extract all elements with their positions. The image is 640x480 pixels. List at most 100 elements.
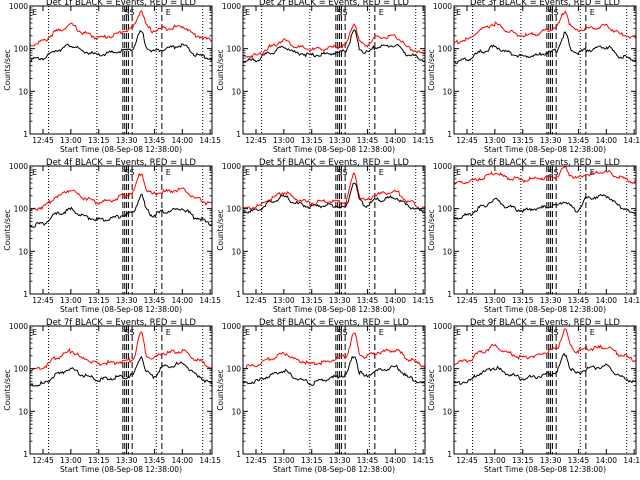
- x-tick-label: 12:45: [32, 136, 54, 145]
- events-line: [453, 352, 637, 385]
- event-annotation: SS: [124, 168, 134, 177]
- event-annotation: SS: [548, 328, 558, 337]
- x-axis-label: Start Time (08-Sep-08 12:38:00): [273, 465, 395, 474]
- x-tick-label: 12:45: [456, 136, 478, 145]
- y-tick-label: 1: [23, 450, 28, 459]
- y-tick-label: 10: [18, 87, 28, 96]
- event-annotation: E: [245, 8, 250, 17]
- plot-frame: [242, 325, 426, 455]
- lld-line: [29, 331, 213, 373]
- events-line: [29, 355, 213, 387]
- x-tick-label: 14:15: [623, 296, 640, 305]
- event-annotation: SS: [337, 328, 347, 337]
- y-axis-label: Counts/sec: [3, 49, 12, 90]
- y-tick-label: 100: [438, 205, 453, 214]
- x-tick-label: 13:15: [88, 296, 110, 305]
- x-tick-label: 13:30: [329, 456, 351, 465]
- y-tick-label: 1000: [433, 322, 452, 331]
- panel-title: Det 5f BLACK = Events, RED = LLD: [259, 158, 409, 168]
- event-annotation: E: [379, 328, 384, 337]
- x-tick-label: 13:45: [568, 456, 590, 465]
- x-tick-label: 14:00: [384, 296, 406, 305]
- x-tick-label: 13:15: [301, 136, 323, 145]
- y-tick-label: 10: [231, 247, 241, 256]
- y-tick-label: 1: [447, 290, 452, 299]
- panel-grid: Det 1f BLACK = Events, RED = LLD E SS E 1 10 1…: [3, 0, 640, 474]
- x-axis-label: Start Time (08-Sep-08 12:38:00): [484, 145, 606, 154]
- x-tick-label: 13:45: [568, 296, 590, 305]
- x-tick-label: 13:45: [357, 296, 379, 305]
- x-tick-label: 12:45: [456, 296, 478, 305]
- x-tick-label: 13:00: [484, 296, 506, 305]
- y-axis-label: Counts/sec: [427, 369, 436, 410]
- y-tick-label: 10: [231, 407, 241, 416]
- y-tick-label: 1: [447, 450, 452, 459]
- events-line: [29, 193, 213, 228]
- event-annotation: E: [32, 8, 37, 17]
- y-tick-label: 100: [227, 365, 242, 374]
- plot-frame: [453, 5, 637, 135]
- y-axis-label: Counts/sec: [216, 49, 225, 90]
- panel-title: Det 4f BLACK = Events, RED = LLD: [46, 158, 196, 168]
- y-tick-label: 10: [231, 87, 241, 96]
- x-tick-label: 12:45: [456, 456, 478, 465]
- x-tick-label: 13:30: [116, 136, 138, 145]
- y-tick-label: 1: [447, 130, 452, 139]
- panel-title: Det 1f BLACK = Events, RED = LLD: [46, 0, 196, 8]
- event-annotation: E: [166, 168, 171, 177]
- x-tick-label: 13:30: [116, 456, 138, 465]
- event-annotation: SS: [337, 8, 347, 17]
- x-tick-label: 13:00: [60, 456, 82, 465]
- x-tick-label: 13:00: [273, 296, 295, 305]
- x-tick-label: 14:00: [171, 456, 193, 465]
- lld-line: [453, 328, 637, 366]
- y-tick-label: 100: [438, 365, 453, 374]
- x-tick-label: 14:15: [623, 456, 640, 465]
- y-tick-label: 1: [23, 290, 28, 299]
- event-annotation: E: [245, 328, 250, 337]
- x-tick-label: 14:00: [595, 136, 617, 145]
- x-tick-label: 14:15: [412, 296, 434, 305]
- y-tick-label: 10: [442, 407, 452, 416]
- x-tick-label: 14:00: [171, 136, 193, 145]
- y-tick-label: 1: [236, 450, 241, 459]
- event-annotation: E: [379, 168, 384, 177]
- y-tick-label: 100: [227, 205, 242, 214]
- x-axis-label: Start Time (08-Sep-08 12:38:00): [484, 465, 606, 474]
- x-tick-label: 14:15: [412, 456, 434, 465]
- event-annotation: E: [456, 8, 461, 17]
- x-tick-label: 13:45: [144, 296, 166, 305]
- x-tick-label: 12:45: [32, 296, 54, 305]
- x-tick-label: 13:00: [273, 136, 295, 145]
- x-tick-label: 13:45: [568, 136, 590, 145]
- lld-line: [453, 10, 637, 45]
- event-annotation: E: [590, 328, 595, 337]
- x-tick-label: 13:00: [484, 456, 506, 465]
- event-annotation: E: [590, 168, 595, 177]
- y-tick-label: 100: [438, 45, 453, 54]
- y-tick-label: 10: [442, 87, 452, 96]
- x-tick-label: 13:15: [88, 456, 110, 465]
- x-axis-label: Start Time (08-Sep-08 12:38:00): [484, 305, 606, 314]
- x-tick-label: 13:30: [116, 296, 138, 305]
- events-line: [242, 355, 426, 386]
- plot-frame: [453, 165, 637, 295]
- x-tick-label: 13:00: [273, 456, 295, 465]
- y-tick-label: 1000: [433, 2, 452, 11]
- x-tick-label: 13:00: [484, 136, 506, 145]
- y-tick-label: 1: [236, 130, 241, 139]
- x-tick-label: 13:30: [540, 296, 562, 305]
- plot-frame: [453, 325, 637, 455]
- x-tick-label: 14:15: [199, 296, 221, 305]
- x-tick-label: 12:45: [245, 456, 267, 465]
- event-annotation: E: [379, 8, 384, 17]
- y-tick-label: 1: [23, 130, 28, 139]
- plot-frame: [29, 325, 213, 455]
- plot-frame: [242, 5, 426, 135]
